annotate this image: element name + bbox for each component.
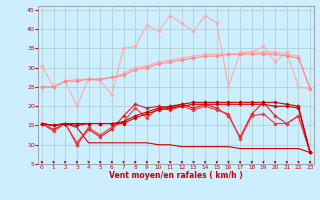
X-axis label: Vent moyen/en rafales ( km/h ): Vent moyen/en rafales ( km/h ) <box>109 171 243 180</box>
